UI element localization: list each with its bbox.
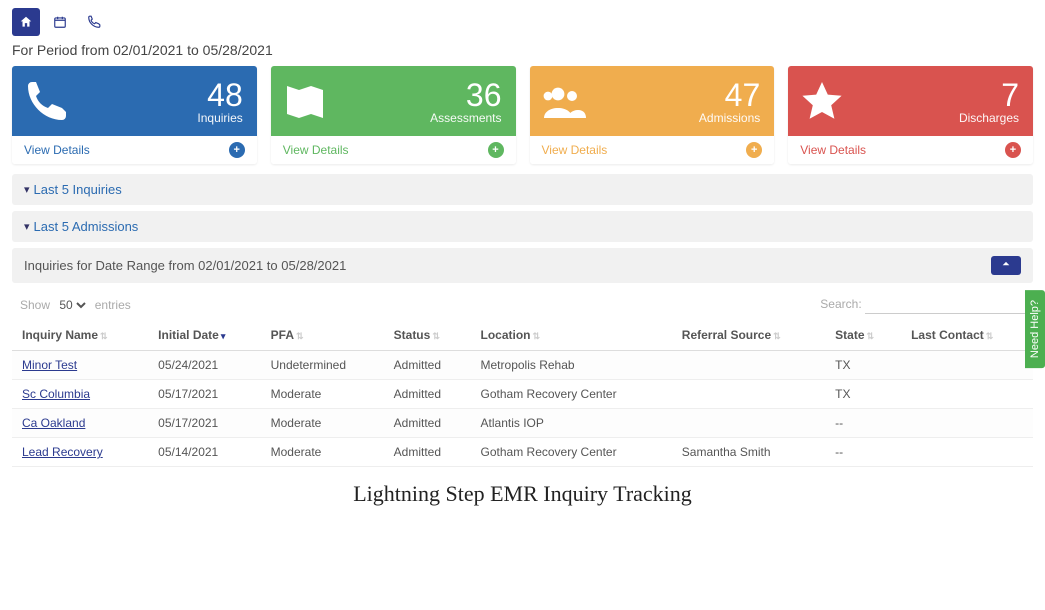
cell-state: TX xyxy=(825,351,901,380)
home-icon[interactable] xyxy=(12,8,40,36)
users-icon xyxy=(538,76,590,128)
inquiry-link[interactable]: Ca Oakland xyxy=(22,416,85,430)
inquiry-link[interactable]: Lead Recovery xyxy=(22,445,103,459)
view-details-link[interactable]: View Details xyxy=(542,143,608,157)
panel-title: Last 5 Inquiries xyxy=(34,182,122,197)
page-size-select[interactable]: 50 xyxy=(55,297,89,313)
collapse-last5-inquiries[interactable]: ▾ Last 5 Inquiries xyxy=(12,174,1033,205)
col-last-contact[interactable]: Last Contact⇅ xyxy=(901,320,1033,351)
stat-card-assessments: 36 Assessments View Details + xyxy=(271,66,516,164)
cell-status: Admitted xyxy=(384,438,471,467)
cell-pfa: Moderate xyxy=(261,409,384,438)
need-help-tab[interactable]: Need Help? xyxy=(1025,290,1045,368)
col-initial-date[interactable]: Initial Date▾ xyxy=(148,320,260,351)
cell-state: TX xyxy=(825,380,901,409)
inquiries-table: Inquiry Name⇅ Initial Date▾ PFA⇅ Status⇅… xyxy=(12,320,1033,467)
stat-cards: 48 Inquiries View Details + 36 Assessmen… xyxy=(12,66,1033,164)
star-icon xyxy=(796,76,848,128)
search-label: Search: xyxy=(820,297,861,311)
stat-value: 48 xyxy=(197,79,242,111)
page-caption: Lightning Step EMR Inquiry Tracking xyxy=(0,467,1045,537)
cell-state: -- xyxy=(825,438,901,467)
panel-inquiries-range: Inquiries for Date Range from 02/01/2021… xyxy=(12,248,1033,283)
col-status[interactable]: Status⇅ xyxy=(384,320,471,351)
cell-date: 05/17/2021 xyxy=(148,380,260,409)
cell-last xyxy=(901,438,1033,467)
stat-card-admissions: 47 Admissions View Details + xyxy=(530,66,775,164)
col-referral[interactable]: Referral Source⇅ xyxy=(672,320,825,351)
stat-card-discharges: 7 Discharges View Details + xyxy=(788,66,1033,164)
map-icon xyxy=(279,76,331,128)
col-state[interactable]: State⇅ xyxy=(825,320,901,351)
calendar-icon[interactable] xyxy=(46,8,74,36)
view-details-link[interactable]: View Details xyxy=(24,143,90,157)
col-inquiry-name[interactable]: Inquiry Name⇅ xyxy=(12,320,148,351)
cell-referral xyxy=(672,380,825,409)
col-pfa[interactable]: PFA⇅ xyxy=(261,320,384,351)
inquiry-link[interactable]: Sc Columbia xyxy=(22,387,90,401)
cell-status: Admitted xyxy=(384,351,471,380)
view-details-link[interactable]: View Details xyxy=(283,143,349,157)
table-row: Minor Test 05/24/2021UndeterminedAdmitted… xyxy=(12,351,1033,380)
phone-icon[interactable] xyxy=(80,8,108,36)
chevron-down-icon: ▾ xyxy=(24,183,30,196)
period-label: For Period from 02/01/2021 to 05/28/2021 xyxy=(12,42,1033,58)
cell-status: Admitted xyxy=(384,380,471,409)
cell-date: 05/17/2021 xyxy=(148,409,260,438)
collapse-last5-admissions[interactable]: ▾ Last 5 Admissions xyxy=(12,211,1033,242)
plus-icon[interactable]: + xyxy=(1005,142,1021,158)
chevron-down-icon: ▾ xyxy=(24,220,30,233)
cell-location: Metropolis Rehab xyxy=(471,351,672,380)
show-label: Show xyxy=(20,298,50,312)
cell-state: -- xyxy=(825,409,901,438)
stat-value: 7 xyxy=(959,79,1019,111)
panel-title: Inquiries for Date Range from 02/01/2021… xyxy=(24,258,346,273)
cell-referral xyxy=(672,409,825,438)
stat-label: Inquiries xyxy=(197,111,242,125)
stat-value: 47 xyxy=(699,79,760,111)
cell-date: 05/14/2021 xyxy=(148,438,260,467)
cell-referral: Samantha Smith xyxy=(672,438,825,467)
stat-value: 36 xyxy=(430,79,501,111)
cell-last xyxy=(901,380,1033,409)
stat-label: Discharges xyxy=(959,111,1019,125)
col-location[interactable]: Location⇅ xyxy=(471,320,672,351)
table-row: Lead Recovery 05/14/2021ModerateAdmittedG… xyxy=(12,438,1033,467)
table-row: Sc Columbia 05/17/2021ModerateAdmittedGot… xyxy=(12,380,1033,409)
stat-label: Assessments xyxy=(430,111,501,125)
cell-pfa: Undetermined xyxy=(261,351,384,380)
top-nav xyxy=(12,8,1033,36)
cell-referral xyxy=(672,351,825,380)
cell-pfa: Moderate xyxy=(261,380,384,409)
table-row: Ca Oakland 05/17/2021ModerateAdmittedAtla… xyxy=(12,409,1033,438)
cell-location: Gotham Recovery Center xyxy=(471,438,672,467)
inquiry-link[interactable]: Minor Test xyxy=(22,358,77,372)
plus-icon[interactable]: + xyxy=(229,142,245,158)
cell-status: Admitted xyxy=(384,409,471,438)
phone-large-icon xyxy=(20,76,72,128)
cell-last xyxy=(901,351,1033,380)
plus-icon[interactable]: + xyxy=(488,142,504,158)
cell-last xyxy=(901,409,1033,438)
stat-label: Admissions xyxy=(699,111,760,125)
stat-card-inquiries: 48 Inquiries View Details + xyxy=(12,66,257,164)
cell-pfa: Moderate xyxy=(261,438,384,467)
panel-title: Last 5 Admissions xyxy=(34,219,139,234)
scroll-top-button[interactable] xyxy=(991,256,1021,275)
cell-location: Atlantis IOP xyxy=(471,409,672,438)
entries-label: entries xyxy=(95,298,131,312)
search-input[interactable] xyxy=(865,295,1025,314)
table-controls: Show 50 entries Search: xyxy=(12,289,1033,320)
view-details-link[interactable]: View Details xyxy=(800,143,866,157)
cell-date: 05/24/2021 xyxy=(148,351,260,380)
cell-location: Gotham Recovery Center xyxy=(471,380,672,409)
plus-icon[interactable]: + xyxy=(746,142,762,158)
